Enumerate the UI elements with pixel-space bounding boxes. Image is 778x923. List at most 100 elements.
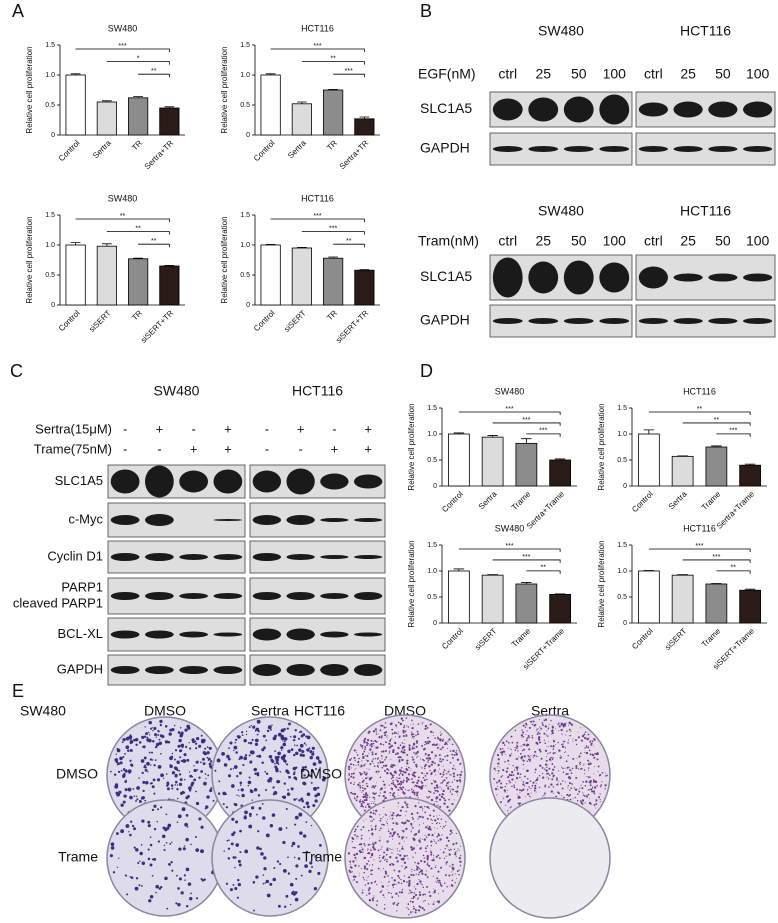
colony	[239, 755, 243, 760]
colony	[250, 750, 255, 755]
colony	[209, 789, 213, 793]
colony	[372, 842, 374, 845]
colony	[418, 817, 420, 819]
significance-bracket	[526, 433, 561, 437]
bar	[128, 258, 149, 306]
colony	[587, 759, 589, 762]
colony	[248, 812, 252, 816]
colony	[546, 766, 548, 769]
colony	[357, 836, 359, 838]
colony	[444, 847, 446, 850]
blot-band	[286, 468, 315, 495]
colony	[148, 899, 152, 903]
colony	[545, 734, 547, 736]
colony	[433, 890, 436, 894]
colony	[493, 777, 496, 780]
colony	[445, 855, 447, 857]
colony	[147, 771, 149, 773]
colony	[493, 767, 496, 770]
colony	[366, 794, 369, 797]
colony	[129, 748, 133, 752]
colony	[400, 784, 402, 786]
colony	[200, 849, 204, 854]
colony	[367, 848, 369, 850]
x-tick-label: siSERT	[87, 308, 113, 334]
colony	[436, 786, 439, 789]
significance-label: ***	[329, 225, 337, 232]
lane-label: ctrl	[498, 233, 517, 249]
y-tick-label: 1.5	[427, 542, 437, 549]
colony	[234, 741, 237, 744]
bar	[159, 107, 180, 136]
colony	[451, 753, 453, 756]
chart-title: SW480	[495, 386, 525, 396]
colony	[316, 792, 321, 797]
colony	[451, 874, 454, 876]
colony	[359, 744, 362, 746]
colony	[379, 729, 382, 732]
colony	[434, 780, 437, 783]
colony	[142, 745, 146, 749]
colony	[396, 860, 399, 863]
colony	[399, 786, 402, 789]
colony	[527, 777, 529, 780]
colony	[441, 793, 444, 796]
colony	[401, 746, 404, 749]
colony	[233, 765, 238, 769]
colony	[571, 767, 574, 770]
colony	[371, 820, 374, 822]
colony	[164, 876, 168, 881]
colony	[404, 788, 406, 790]
colony	[151, 759, 154, 761]
colony	[596, 753, 599, 756]
colony	[366, 876, 368, 878]
colony	[363, 741, 366, 744]
colony	[186, 724, 190, 729]
colony	[387, 885, 389, 887]
colony	[166, 787, 170, 791]
colony	[217, 792, 221, 795]
colony	[255, 727, 260, 732]
colony	[552, 745, 555, 748]
colony	[123, 772, 126, 776]
colony	[561, 787, 564, 790]
colony	[384, 813, 387, 816]
colony	[375, 733, 378, 735]
colony	[426, 863, 429, 866]
colony	[588, 798, 590, 800]
colony	[157, 765, 162, 769]
colony	[445, 844, 448, 847]
colony	[352, 764, 355, 766]
colony	[369, 778, 371, 780]
colony	[312, 804, 316, 807]
colony	[210, 787, 213, 790]
colony	[405, 734, 407, 736]
colony	[233, 745, 238, 750]
colony	[377, 773, 379, 775]
colony	[588, 777, 590, 779]
colony	[568, 795, 570, 797]
error-bar	[265, 244, 276, 245]
colony	[411, 900, 414, 904]
colony	[521, 749, 524, 752]
colony	[596, 758, 599, 761]
colony	[136, 786, 140, 790]
colony	[279, 862, 282, 866]
bar	[323, 89, 344, 136]
colony	[265, 739, 268, 742]
x-tick-label: Trame	[700, 489, 723, 512]
colony	[379, 836, 381, 838]
colony	[138, 799, 142, 803]
colony	[266, 893, 271, 898]
colony	[589, 740, 592, 743]
colony	[559, 756, 562, 759]
colony	[355, 799, 358, 802]
panel-label: A	[12, 1, 24, 21]
colony	[308, 747, 311, 749]
colony	[426, 772, 429, 775]
colony	[397, 721, 400, 724]
colony	[302, 781, 306, 786]
culture-dish	[211, 799, 329, 917]
colony	[175, 902, 178, 905]
colony	[583, 773, 585, 775]
